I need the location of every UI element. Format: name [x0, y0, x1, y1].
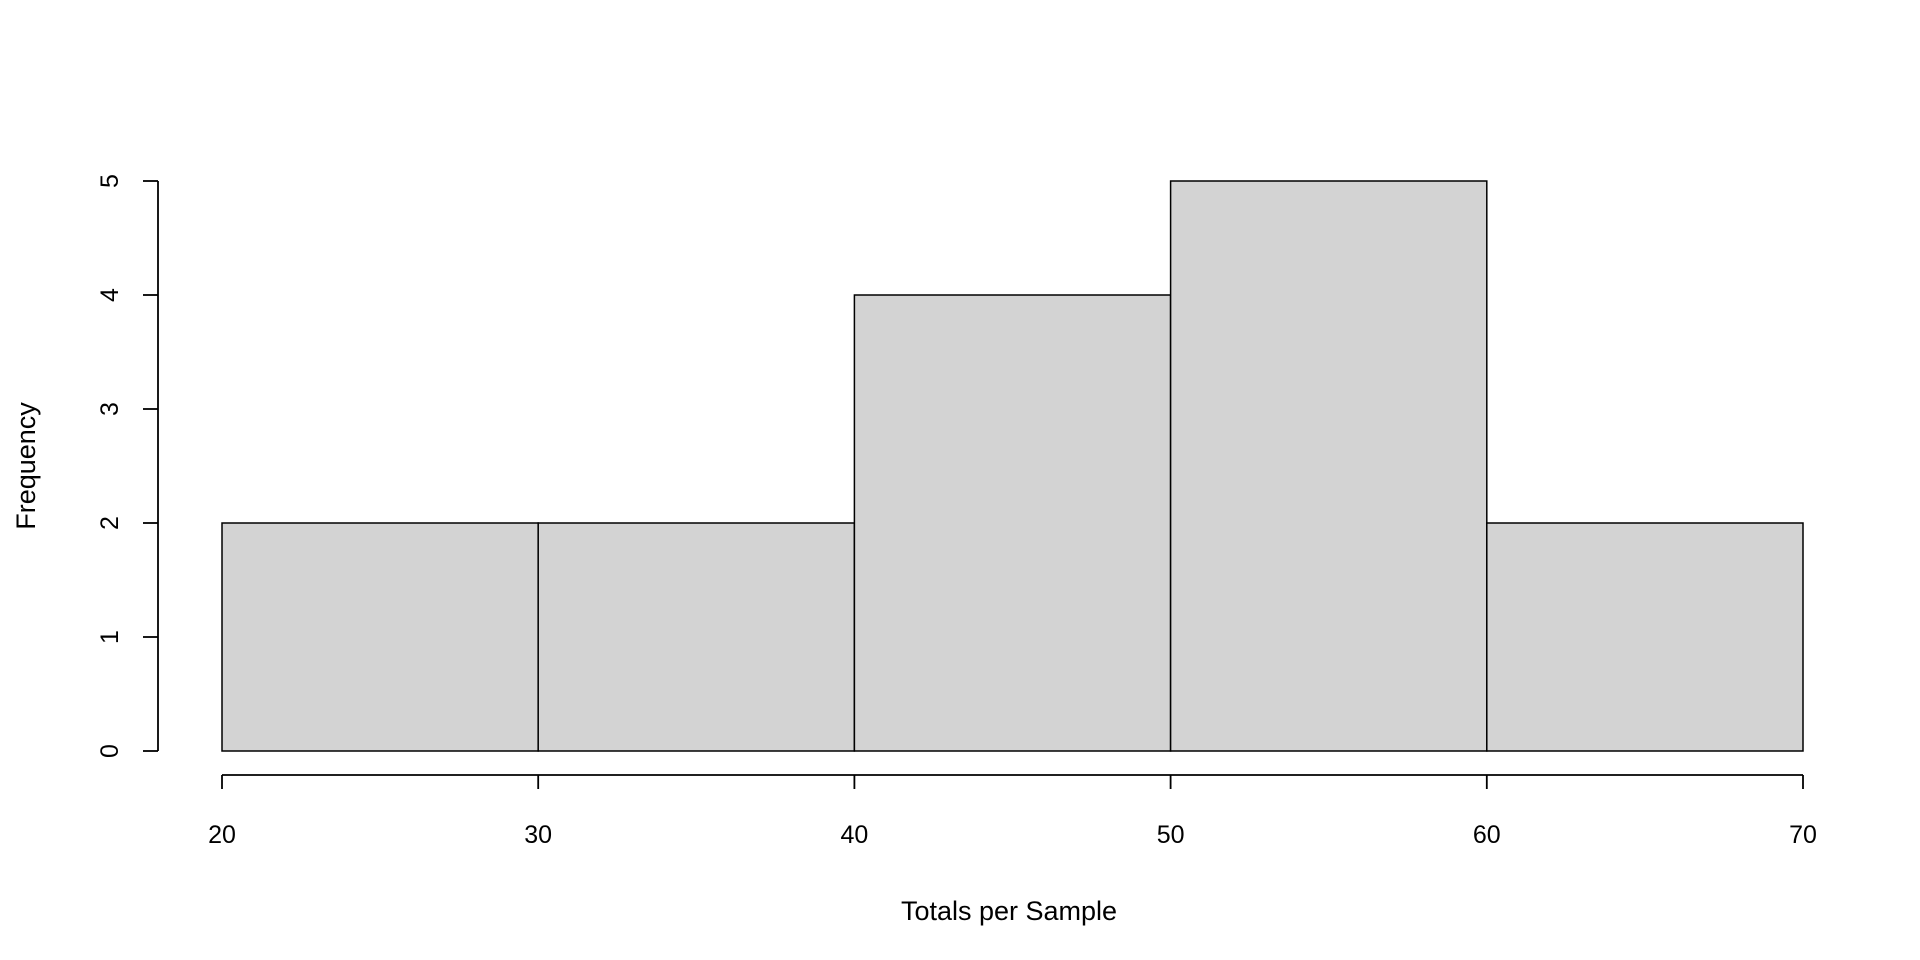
- x-tick-label: 40: [840, 821, 868, 849]
- histogram-bar-20-30: [221, 522, 539, 752]
- x-axis: 20 30 40 50 60 70: [208, 774, 1817, 849]
- histogram-bars: [221, 180, 1804, 752]
- y-tick-label: 0: [96, 744, 124, 758]
- y-tick-label: 3: [96, 402, 124, 416]
- histogram-bar-40-50: [853, 294, 1172, 752]
- histogram-bar-50-60: [1169, 180, 1488, 752]
- x-tick-label: 20: [208, 821, 236, 849]
- x-axis-title: Totals per Sample: [901, 896, 1117, 926]
- x-tick-label: 70: [1789, 821, 1817, 849]
- y-tick-label: 5: [96, 174, 124, 188]
- y-tick-label: 1: [96, 630, 124, 644]
- y-axis: 0 1 2 3 4 5: [96, 174, 159, 758]
- histogram-bar-30-40: [537, 522, 856, 752]
- y-axis-title: Frequency: [11, 402, 41, 530]
- histogram-bar-60-70: [1486, 522, 1804, 752]
- x-tick-label: 60: [1473, 821, 1501, 849]
- y-tick-label: 4: [96, 288, 124, 302]
- y-tick-label: 2: [96, 516, 124, 530]
- x-tick-label: 30: [524, 821, 552, 849]
- x-tick-label: 50: [1157, 821, 1185, 849]
